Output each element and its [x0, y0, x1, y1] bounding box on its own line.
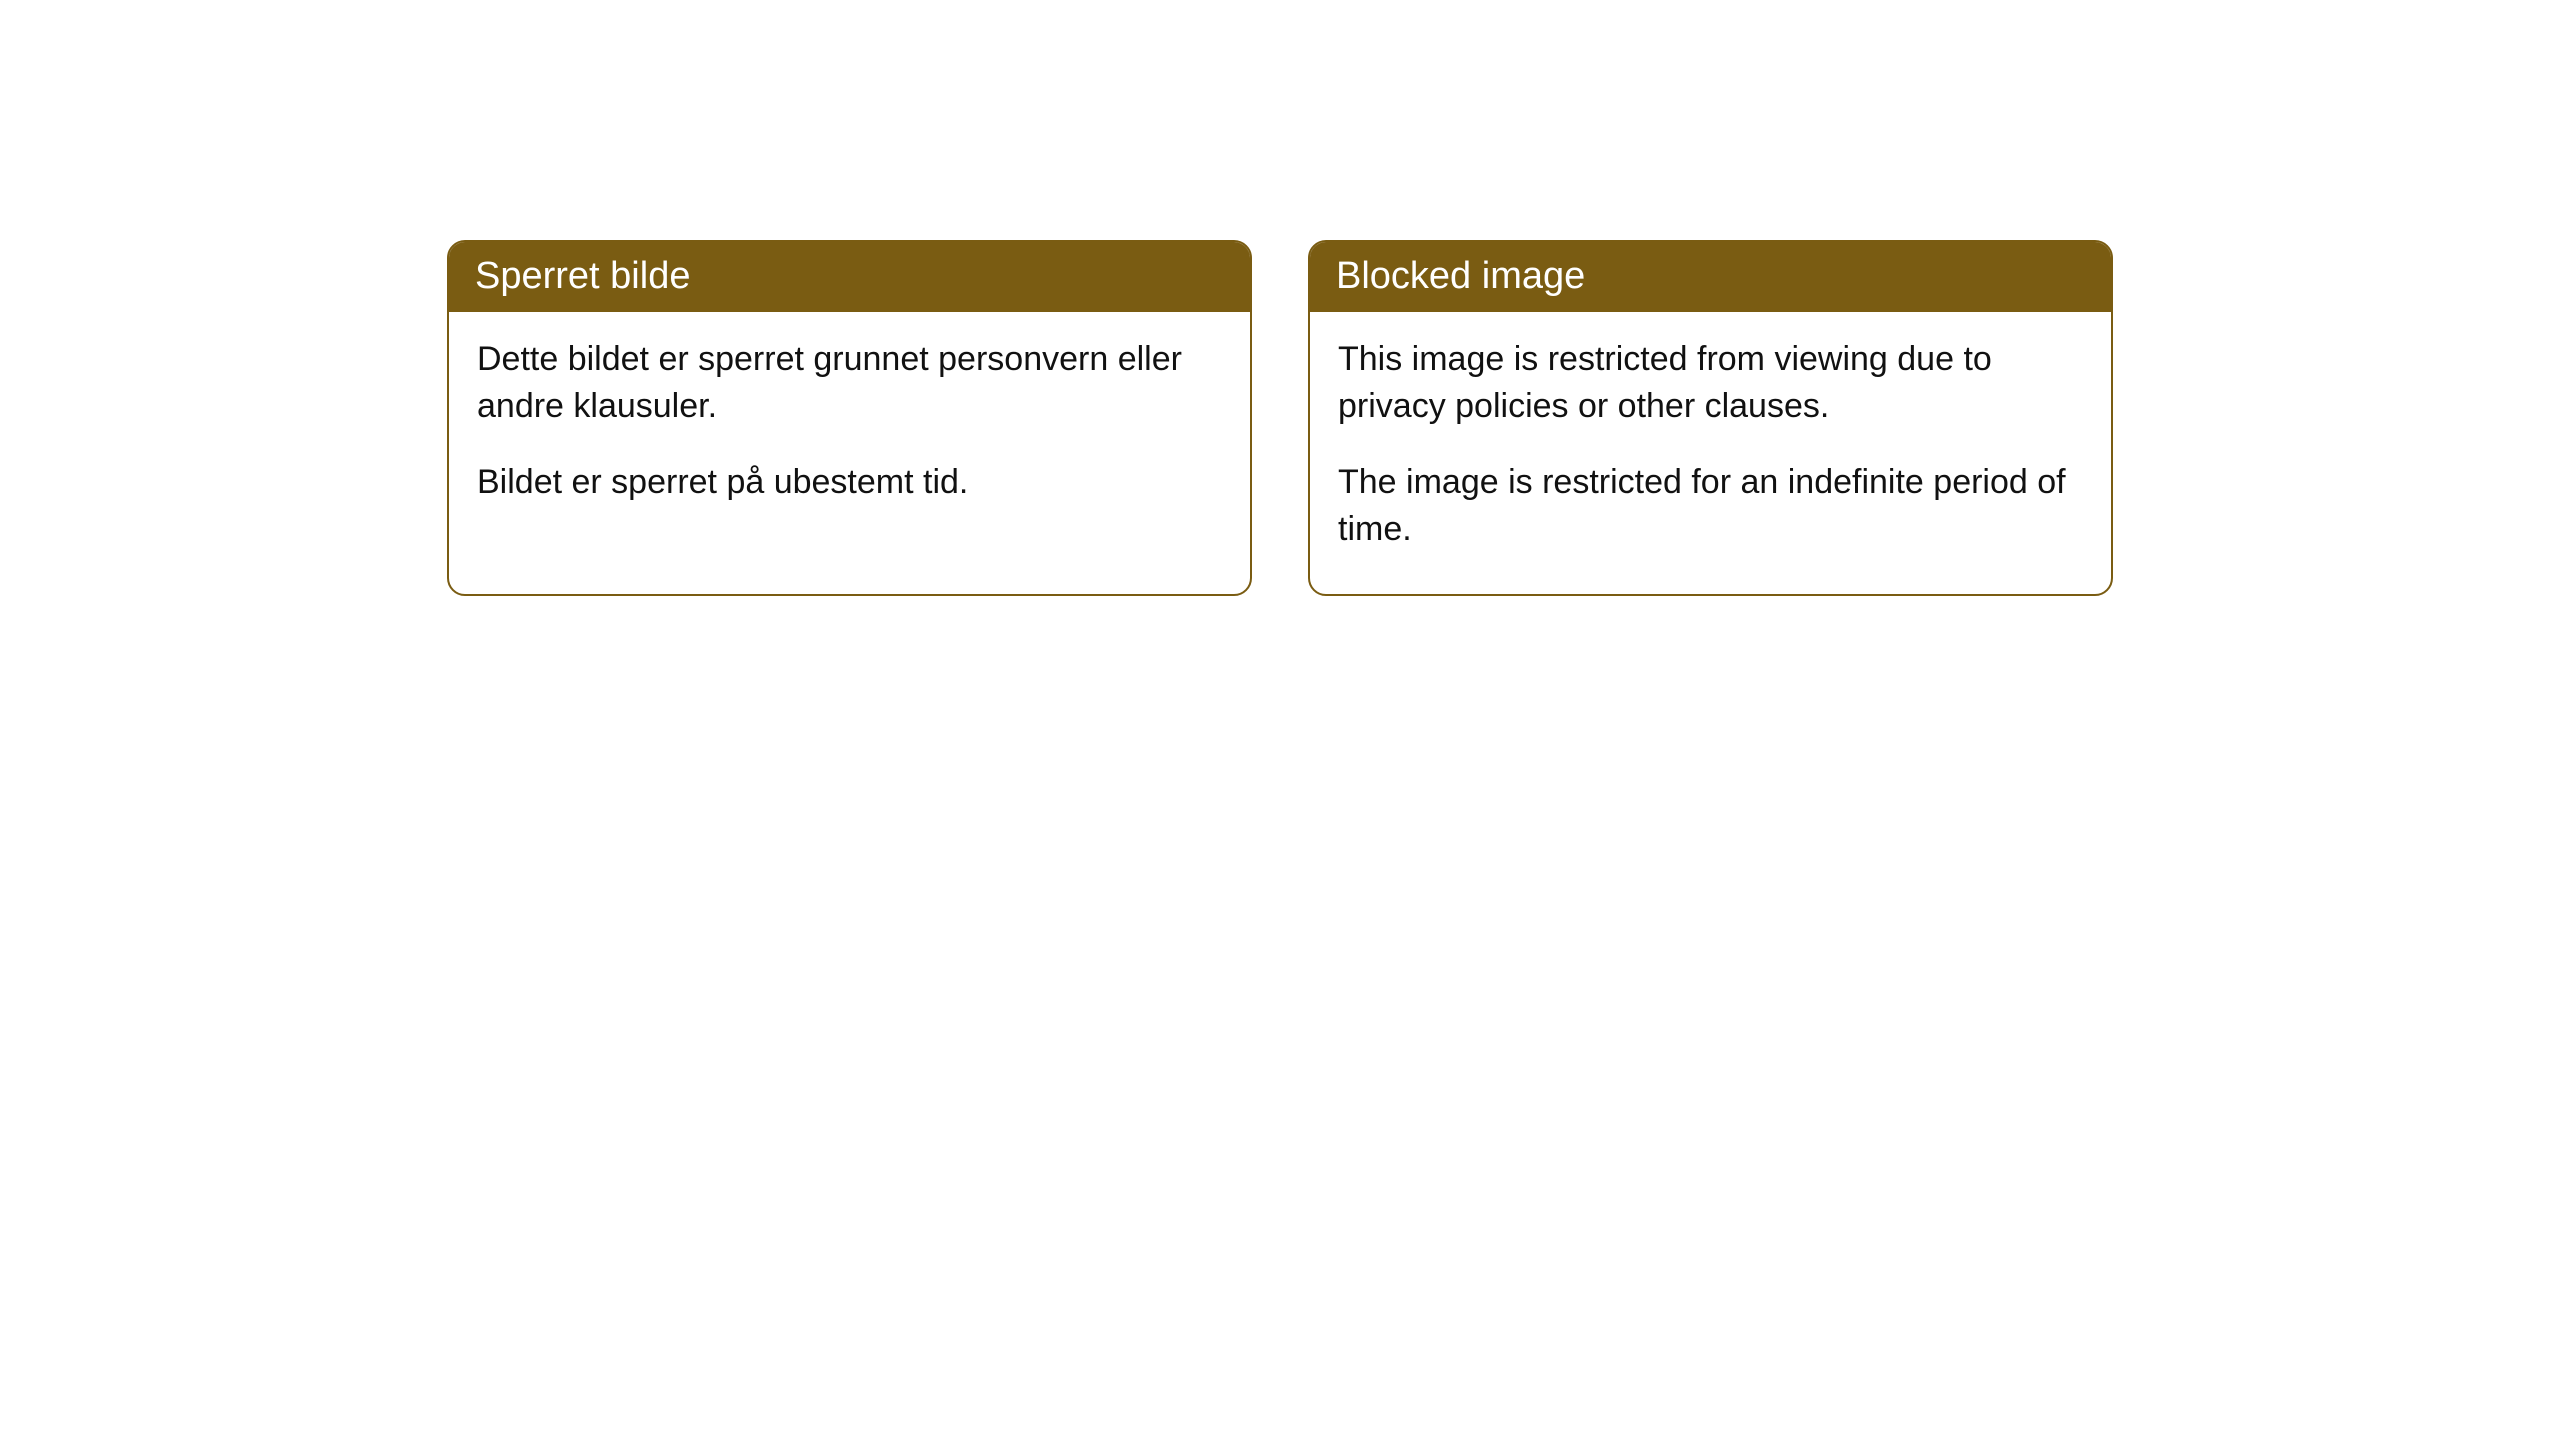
blocked-image-card-english: Blocked image This image is restricted f… [1308, 240, 2113, 596]
card-paragraph-1-norwegian: Dette bildet er sperret grunnet personve… [477, 336, 1222, 431]
card-title-norwegian: Sperret bilde [475, 255, 690, 297]
card-header-english: Blocked image [1310, 242, 2111, 312]
card-paragraph-1-english: This image is restricted from viewing du… [1338, 336, 2083, 431]
card-title-english: Blocked image [1336, 255, 1585, 297]
card-header-norwegian: Sperret bilde [449, 242, 1250, 312]
card-body-norwegian: Dette bildet er sperret grunnet personve… [449, 312, 1250, 547]
card-paragraph-2-english: The image is restricted for an indefinit… [1338, 459, 2083, 554]
notice-cards-container: Sperret bilde Dette bildet er sperret gr… [447, 240, 2113, 596]
card-body-english: This image is restricted from viewing du… [1310, 312, 2111, 594]
card-paragraph-2-norwegian: Bildet er sperret på ubestemt tid. [477, 459, 1222, 507]
blocked-image-card-norwegian: Sperret bilde Dette bildet er sperret gr… [447, 240, 1252, 596]
